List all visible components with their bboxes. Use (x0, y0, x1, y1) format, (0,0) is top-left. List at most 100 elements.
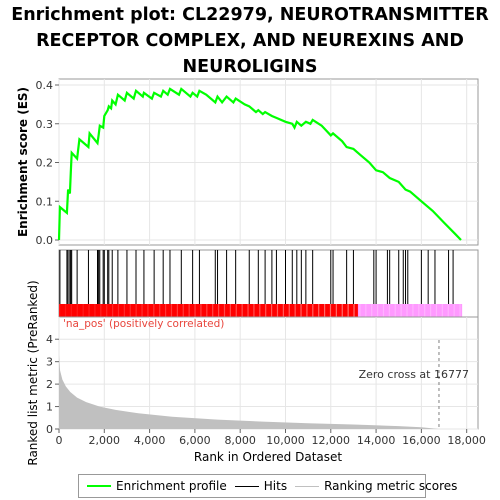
bar-stripe (335, 304, 337, 317)
bar-stripe (429, 304, 432, 317)
bar-stripe (147, 304, 149, 317)
bar-stripe (347, 304, 349, 317)
xtick-label: 6,000 (179, 434, 211, 447)
positive-correlation-label: 'na_pos' (positively correlated) (63, 318, 224, 330)
bar-stripe (247, 304, 249, 317)
bar-stripe (135, 304, 137, 317)
bar-stripe (153, 304, 155, 317)
title-line-2: RECEPTOR COMPLEX, AND NEUREXINS AND (36, 31, 464, 51)
bar-stripe (141, 304, 143, 317)
bar-stripe (212, 304, 214, 317)
bar-stripe (182, 304, 184, 317)
bar-stripe (88, 304, 90, 317)
bar-stripe (294, 304, 296, 317)
es-ytick-label: 0.4 (36, 79, 54, 92)
bar-stripe (288, 304, 290, 317)
bar-stripe (424, 304, 426, 317)
bar-stripe (64, 304, 67, 317)
metric-ytick-label: 3 (46, 356, 53, 369)
bar-stripe (217, 304, 220, 317)
bar-stripe (453, 304, 455, 317)
xtick-label: 16,000 (402, 434, 441, 447)
bar-stripe (253, 304, 255, 317)
xtick-label: 14,000 (357, 434, 396, 447)
bar-stripe (412, 304, 414, 317)
metric-ytick-label: 1 (46, 401, 53, 414)
bar-stripe (388, 304, 390, 317)
legend-swatch-gray (295, 485, 320, 487)
ranking-metric-area (59, 354, 463, 429)
bar-stripe (382, 304, 385, 317)
bar-stripe (59, 304, 61, 317)
legend-swatch-black (234, 485, 259, 487)
es-panel: 0.0 0.1 0.2 0.3 0.4 Enrichment score (ES) (16, 78, 479, 247)
legend-label: Ranking metric scores (324, 479, 458, 493)
xtick-label: 10,000 (266, 434, 305, 447)
bar-stripe (94, 304, 96, 317)
metric-panel: Zero cross at 16777 'na_pos' (positively… (26, 280, 486, 465)
bar-stripe (164, 304, 167, 317)
title-line-3: NEUROLIGINS (182, 57, 318, 77)
legend-swatch-green (87, 485, 111, 487)
legend-item-enrichment-profile: Enrichment profile (87, 479, 227, 493)
bar-stripe (276, 304, 279, 317)
bar-stripe (441, 304, 443, 317)
bar-stripe (282, 304, 284, 317)
enrichment-profile-line (57, 87, 462, 241)
chart-title: Enrichment plot: CL22979, NEUROTRANSMITT… (0, 2, 500, 80)
xtick-label: 2,000 (89, 434, 121, 447)
metric-ytick-label: 4 (46, 333, 53, 346)
bar-stripe (365, 304, 367, 317)
legend: Enrichment profile Hits Ranking metric s… (78, 474, 457, 498)
positive-correlation-bar (59, 304, 358, 317)
bar-stripe (306, 304, 308, 317)
bar-stripe (418, 304, 420, 317)
bar-stripe (176, 304, 178, 317)
bar-stripe (223, 304, 226, 317)
bar-stripe (376, 304, 379, 317)
bar-stripe (82, 304, 84, 317)
es-ytick-label: 0.1 (36, 195, 54, 208)
bar-stripe (117, 304, 120, 317)
bar-stripe (123, 304, 125, 317)
bar-stripe (300, 304, 302, 317)
bar-stripe (394, 304, 396, 317)
bar-stripe (406, 304, 408, 317)
bar-stripe (200, 304, 202, 317)
bar-stripe (353, 304, 355, 317)
bar-stripe (265, 304, 267, 317)
bar-stripe (106, 304, 108, 317)
bar-stripe (111, 304, 114, 317)
bar-stripe (371, 304, 373, 317)
xtick-label: 8,000 (224, 434, 256, 447)
es-ytick-label: 0.3 (36, 118, 54, 131)
metric-ytick-label: 0 (46, 423, 53, 436)
bar-stripe (235, 304, 237, 317)
bar-stripe (129, 304, 131, 317)
negative-correlation-bar (357, 304, 463, 317)
bar-stripe (188, 304, 190, 317)
xtick-label: 0 (56, 434, 63, 447)
bar-stripe (241, 304, 243, 317)
bar-stripe (329, 304, 332, 317)
es-ytick-label: 0.2 (36, 157, 54, 170)
bar-stripe (229, 304, 231, 317)
bar-stripe (323, 304, 326, 317)
xtick-label: 12,000 (312, 434, 351, 447)
hits-panel (58, 249, 479, 318)
bar-stripe (100, 304, 102, 317)
legend-label: Hits (263, 479, 288, 493)
es-ytick-label: 0.0 (36, 234, 54, 247)
bar-stripe (341, 304, 343, 317)
bar-stripe (76, 304, 78, 317)
legend-label: Enrichment profile (116, 479, 227, 493)
bar-stripe (459, 304, 461, 317)
bar-stripe (159, 304, 161, 317)
bar-stripe (70, 304, 72, 317)
metric-y-axis-label: Ranked list metric (PreRanked) (26, 280, 40, 465)
bar-stripe (400, 304, 402, 317)
legend-item-ranking-metric: Ranking metric scores (295, 479, 457, 493)
bar-stripe (194, 304, 196, 317)
bar-stripe (170, 304, 173, 317)
